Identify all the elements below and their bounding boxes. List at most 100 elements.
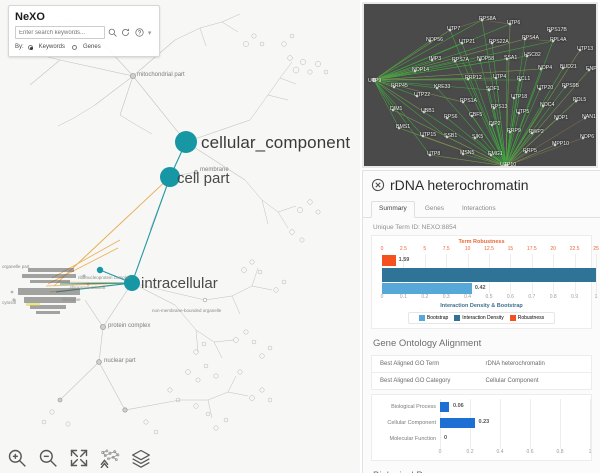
search-by-row: By: Keywords Genes bbox=[15, 44, 153, 50]
search-by-label: By: bbox=[15, 44, 24, 50]
tab-interactions[interactable]: Interactions bbox=[461, 205, 496, 212]
legend-swatch bbox=[454, 315, 461, 321]
gene-ontology-alignment-heading: Gene Ontology Alignment bbox=[373, 338, 482, 349]
axis-tick: 25 bbox=[593, 246, 599, 252]
gridline bbox=[596, 254, 597, 294]
gridline bbox=[530, 399, 531, 449]
gridline bbox=[500, 399, 501, 449]
axis-tick: 0.8 bbox=[556, 449, 564, 455]
axis-tick: 0 bbox=[380, 246, 384, 252]
axis-tick: 0.6 bbox=[526, 449, 534, 455]
radio-genes-label: Genes bbox=[83, 44, 101, 50]
canvas-toolbar bbox=[6, 447, 152, 469]
axis-tick: 0.6 bbox=[506, 294, 514, 300]
radio-keywords[interactable] bbox=[27, 44, 33, 50]
legend-item-robustness[interactable]: Robustness bbox=[509, 315, 545, 321]
table-row: Best Aligned GO Category Cellular Compon… bbox=[372, 373, 591, 389]
search-input[interactable] bbox=[15, 26, 105, 39]
legend-item-bootstrap[interactable]: Bootstrap bbox=[418, 315, 449, 321]
collapse-network-icon[interactable] bbox=[99, 447, 121, 469]
legend-swatch bbox=[509, 315, 516, 321]
robustness-bottom-axis: 0 0.1 0.2 0.3 0.4 0.5 0.6 0.7 0.8 0.9 1 bbox=[378, 294, 598, 302]
axis-tick: 0.3 bbox=[442, 294, 450, 300]
search-panel[interactable]: NeXO bbox=[8, 5, 160, 57]
go-bar-category-molecular-function: Molecular Function bbox=[389, 436, 436, 442]
collapse-icon[interactable]: ▾ bbox=[147, 29, 152, 37]
go-bar-value: 0.23 bbox=[478, 419, 490, 425]
axis-tick: 1 bbox=[588, 449, 592, 455]
axis-tick: 0.9 bbox=[571, 294, 579, 300]
axis-tick: 0.2 bbox=[466, 449, 474, 455]
axis-tick: 1 bbox=[594, 294, 598, 300]
robustness-bars: 1.59 0.42 bbox=[378, 254, 597, 294]
tab-summary[interactable]: Summary bbox=[371, 201, 415, 218]
layers-icon[interactable] bbox=[130, 447, 152, 469]
axis-tick: 0.8 bbox=[549, 294, 557, 300]
zoom-in-icon[interactable] bbox=[6, 447, 28, 469]
gene-network-graph[interactable] bbox=[364, 4, 598, 168]
term-header: rDNA heterochromatin bbox=[363, 171, 600, 195]
go-bar-category-cellular-component: Cellular Component bbox=[387, 420, 436, 426]
table-row: Best Aligned GO Term rDNA heterochromati… bbox=[372, 356, 591, 373]
legend-label: Bootstrap bbox=[426, 315, 449, 321]
refresh-icon[interactable] bbox=[119, 26, 131, 39]
axis-tick: 17.5 bbox=[526, 246, 537, 252]
zoom-out-icon[interactable] bbox=[37, 447, 59, 469]
ontology-tree-canvas[interactable]: cellular_component cell part intracellul… bbox=[0, 0, 360, 473]
info-tabs: Summary Genes Interactions bbox=[363, 195, 600, 218]
legend-label: Robustness bbox=[517, 315, 545, 321]
go-bar bbox=[440, 418, 475, 428]
bar-value-label: 1.59 bbox=[398, 256, 410, 263]
bar-robustness bbox=[382, 255, 396, 266]
robustness-chart-title: Term Robustness bbox=[458, 239, 505, 245]
go-term-value: rDNA heterochromatin bbox=[485, 361, 545, 367]
axis-tick: 22.5 bbox=[569, 246, 580, 252]
go-category-key: Best Aligned GO Category bbox=[380, 378, 451, 384]
search-row: ▾ bbox=[15, 26, 153, 39]
search-icon[interactable] bbox=[106, 26, 118, 39]
axis-tick: 0.4 bbox=[464, 294, 472, 300]
legend-label: Interaction Density bbox=[462, 315, 504, 321]
ontology-tree-graph[interactable] bbox=[0, 0, 360, 473]
go-alignment-table: Best Aligned GO Term rDNA heterochromati… bbox=[371, 355, 592, 390]
help-icon[interactable] bbox=[133, 26, 145, 39]
go-bar bbox=[440, 402, 449, 412]
tree-node-intracellular[interactable] bbox=[124, 275, 140, 291]
robustness-chart-card: Term Robustness 0 2.5 5 7.5 10 12.5 15 17.5 20 22… bbox=[371, 235, 599, 329]
axis-tick: 0.1 bbox=[399, 294, 407, 300]
radio-genes[interactable] bbox=[72, 44, 78, 50]
axis-tick: 5 bbox=[423, 246, 427, 252]
biological-process-heading: Biological Process bbox=[363, 461, 600, 473]
bar-bootstrap bbox=[382, 283, 472, 294]
go-alignment-bars: Biological Process 0.06 Cellular Component… bbox=[378, 399, 591, 449]
go-bar-row: Cellular Component 0.23 bbox=[378, 415, 585, 431]
axis-tick: 7.5 bbox=[442, 246, 450, 252]
fit-to-screen-icon[interactable] bbox=[68, 447, 90, 469]
go-bar-value: 0 bbox=[444, 435, 448, 441]
robustness-top-axis: 0 2.5 5 7.5 10 12.5 15 17.5 20 22.5 25 bbox=[378, 246, 599, 254]
go-bar-row: Biological Process 0.06 bbox=[378, 399, 585, 415]
term-title: rDNA heterochromatin bbox=[390, 177, 529, 193]
axis-tick: 0.4 bbox=[496, 449, 504, 455]
axis-tick: 20 bbox=[550, 246, 556, 252]
chart-legend: Bootstrap Interaction Density Robustness bbox=[408, 312, 555, 324]
axis-tick: 0 bbox=[380, 294, 384, 300]
axis-tick: 0.2 bbox=[421, 294, 429, 300]
axis-tick: 10 bbox=[464, 246, 471, 252]
go-bar-row: Molecular Function 0 bbox=[378, 431, 585, 447]
legend-item-interaction-density[interactable]: Interaction Density bbox=[454, 315, 504, 321]
bar-value-label: 0.42 bbox=[474, 284, 486, 291]
tab-genes[interactable]: Genes bbox=[424, 205, 444, 212]
go-bar-category-biological-process: Biological Process bbox=[391, 404, 436, 410]
close-icon[interactable] bbox=[371, 178, 385, 192]
term-info-panel[interactable]: rDNA heterochromatin Summary Genes Inter… bbox=[362, 170, 600, 473]
axis-tick: 15 bbox=[507, 246, 514, 252]
gene-interaction-network[interactable]: UTP9 UTP7 RPS8A UTP6 RPS17B NOP56 UTP21 RPS22A R… bbox=[362, 2, 598, 168]
axis-tick: 0.5 bbox=[485, 294, 493, 300]
tree-node-cellular-component[interactable] bbox=[175, 131, 197, 153]
axis-tick: 0.7 bbox=[528, 294, 536, 300]
go-bar-value: 0.06 bbox=[453, 403, 464, 409]
gridline bbox=[590, 399, 591, 449]
tree-node-cell-part[interactable] bbox=[160, 167, 180, 187]
